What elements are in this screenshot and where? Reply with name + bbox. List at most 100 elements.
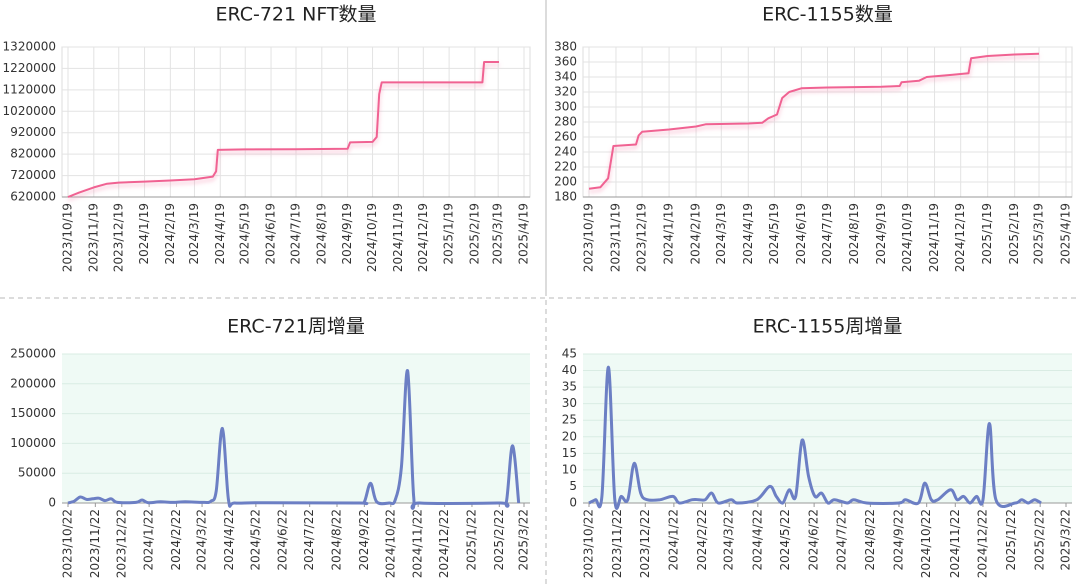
y-tick-label: 240 (554, 145, 577, 159)
x-tick-label: 2024/2/19 (163, 203, 177, 265)
line (588, 52, 1040, 190)
x-tick-label: 2025/3/22 (517, 509, 531, 571)
x-tick-label: 2023/11/19 (608, 203, 622, 272)
x-tick-label: 2024/12/19 (953, 203, 967, 272)
x-tick-label: 2024/5/19 (238, 203, 252, 265)
y-tick-label: 340 (554, 70, 577, 84)
y-tick-label: 1320000 (3, 40, 56, 54)
x-tick-label: 2024/6/19 (264, 203, 278, 265)
x-tick-label: 2025/1/22 (464, 509, 478, 571)
line (67, 61, 499, 198)
x-tick-label: 2024/10/22 (919, 509, 933, 578)
x-tick-label: 2024/11/22 (411, 509, 425, 578)
y-tick-label: 30 (562, 396, 577, 410)
x-tick-label: 2024/7/19 (820, 203, 834, 265)
x-tick-label: 2023/10/19 (582, 203, 596, 272)
y-tick-label: 1220000 (3, 61, 56, 75)
line (67, 369, 521, 510)
x-tick-label: 2023/11/19 (86, 203, 100, 272)
x-tick-label: 2023/12/19 (635, 203, 649, 272)
y-tick-label: 25 (562, 413, 577, 427)
x-tick-label: 2025/2/19 (467, 203, 481, 265)
x-tick-label: 2023/11/22 (88, 509, 102, 578)
y-tick-label: 320 (554, 85, 577, 99)
y-tick-label: 1020000 (3, 104, 56, 118)
y-tick-label: 150000 (10, 406, 56, 420)
x-tick-label: 2024/8/19 (314, 203, 328, 265)
x-tick-label: 2025/3/22 (1059, 509, 1073, 571)
y-tick-label: 180 (554, 190, 577, 204)
x-tick-label: 2023/10/19 (61, 203, 75, 272)
x-tick-label: 2024/8/22 (330, 509, 344, 571)
x-tick-label: 2024/2/19 (689, 203, 703, 265)
y-tick-label: 15 (562, 446, 577, 460)
x-tick-label: 2024/11/19 (927, 203, 941, 272)
x-tick-label: 2023/12/22 (114, 509, 128, 578)
x-tick-label: 2025/4/19 (517, 203, 531, 265)
chart-title: ERC-721 NFT数量 (215, 4, 376, 26)
x-tick-label: 2024/4/19 (213, 203, 227, 265)
x-tick-label: 2025/1/19 (442, 203, 456, 265)
x-tick-label: 2025/4/19 (1059, 203, 1073, 265)
x-tick-label: 2024/11/22 (948, 509, 962, 578)
x-tick-label: 2024/12/19 (416, 203, 430, 272)
x-tick-label: 2024/5/22 (778, 509, 792, 571)
x-tick-label: 2024/2/22 (695, 509, 709, 571)
x-tick-label: 2024/7/22 (302, 509, 316, 571)
x-tick-label: 2024/12/22 (975, 509, 989, 578)
plot-area (583, 354, 1072, 503)
x-tick-label: 2024/10/19 (900, 203, 914, 272)
x-tick-label: 2025/3/19 (1032, 203, 1046, 265)
x-tick-label: 2023/10/22 (582, 509, 596, 578)
y-tick-label: 20 (562, 429, 577, 443)
y-tick-label: 45 (562, 347, 577, 361)
x-tick-label: 2024/3/22 (195, 509, 209, 571)
x-tick-label: 2023/11/22 (610, 509, 624, 578)
y-tick-label: 620000 (10, 190, 56, 204)
y-tick-label: 50000 (18, 466, 56, 480)
y-tick-label: 280 (554, 115, 577, 129)
y-tick-label: 0 (569, 496, 577, 510)
x-tick-label: 2024/1/22 (142, 509, 156, 571)
chart-title: ERC-721周增量 (227, 316, 365, 338)
plot-area (62, 354, 530, 503)
x-tick-label: 2024/1/19 (137, 203, 151, 265)
x-tick-label: 2024/5/22 (248, 509, 262, 571)
x-tick-label: 2025/3/19 (491, 203, 505, 265)
x-tick-label: 2024/6/19 (794, 203, 808, 265)
x-tick-label: 2024/11/19 (391, 203, 405, 272)
y-tick-label: 260 (554, 130, 577, 144)
chart-title: ERC-1155数量 (762, 4, 893, 26)
x-tick-label: 2024/4/22 (750, 509, 764, 571)
x-tick-label: 2024/1/22 (666, 509, 680, 571)
y-tick-label: 0 (48, 496, 56, 510)
y-tick-label: 360 (554, 55, 577, 69)
x-tick-label: 2024/9/19 (340, 203, 354, 265)
x-tick-label: 2024/3/19 (187, 203, 201, 265)
x-tick-label: 2024/5/19 (767, 203, 781, 265)
x-tick-label: 2024/8/22 (863, 509, 877, 571)
x-tick-label: 2025/1/22 (1004, 509, 1018, 571)
y-tick-label: 40 (562, 363, 577, 377)
x-tick-label: 2025/2/19 (1007, 203, 1021, 265)
y-tick-label: 35 (562, 380, 577, 394)
x-tick-label: 2024/3/22 (722, 509, 736, 571)
x-tick-label: 2023/12/19 (111, 203, 125, 272)
x-tick-label: 2024/6/22 (807, 509, 821, 571)
y-tick-label: 200000 (10, 376, 56, 390)
y-tick-label: 300 (554, 100, 577, 114)
x-tick-label: 2025/2/22 (1033, 509, 1047, 571)
x-tick-label: 2024/9/22 (357, 509, 371, 571)
x-tick-label: 2024/4/19 (741, 203, 755, 265)
x-tick-label: 2025/2/22 (492, 509, 506, 571)
y-tick-label: 920000 (10, 125, 56, 139)
x-tick-label: 2024/9/22 (892, 509, 906, 571)
chart-title: ERC-1155周增量 (753, 316, 903, 338)
x-tick-label: 2024/6/22 (276, 509, 290, 571)
x-tick-label: 2024/7/22 (834, 509, 848, 571)
y-tick-label: 720000 (10, 168, 56, 182)
x-tick-label: 2024/10/19 (365, 203, 379, 272)
x-tick-label: 2024/10/22 (383, 509, 397, 578)
